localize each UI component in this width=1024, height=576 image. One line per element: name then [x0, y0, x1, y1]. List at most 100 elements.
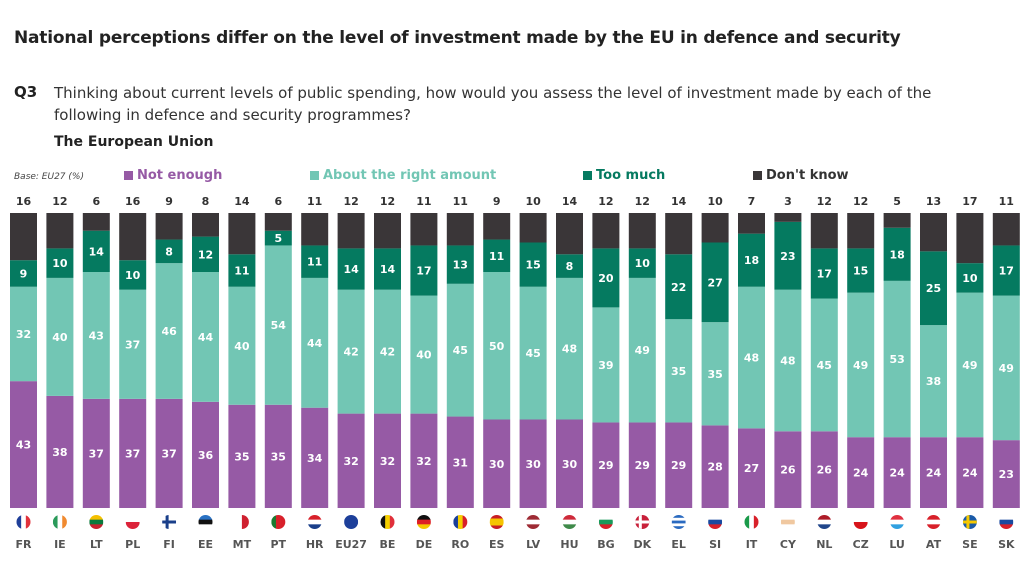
bar-right-amount — [556, 277, 583, 420]
bar-too-much — [847, 248, 875, 293]
category-label: LT — [90, 538, 103, 551]
bar-dont-know — [301, 213, 329, 246]
data-label-right-amount: 38 — [926, 375, 941, 388]
legend-not-enough: Not enough — [124, 168, 222, 183]
bar-not-enough — [701, 425, 729, 508]
data-label-right-amount: 48 — [562, 343, 577, 356]
data-label-dont-know: 12 — [380, 195, 395, 208]
category-label: DE — [416, 538, 433, 551]
data-label-right-amount: 44 — [307, 337, 323, 350]
bar-not-enough — [519, 419, 547, 508]
flag-icon-si — [708, 515, 723, 529]
flag-icon-es — [489, 515, 504, 529]
bar-dont-know — [847, 213, 875, 249]
bar-too-much — [337, 248, 365, 290]
bar-not-enough — [920, 437, 947, 508]
bar-dont-know — [774, 213, 802, 222]
bar-right-amount — [228, 286, 256, 405]
bar-too-much — [738, 233, 765, 287]
bar-right-amount — [337, 289, 365, 414]
data-label-dont-know: 17 — [962, 195, 977, 208]
category-label: ES — [489, 538, 505, 551]
flag-icon-dk — [635, 515, 650, 529]
data-label-dont-know: 9 — [493, 195, 501, 208]
data-label-dont-know: 12 — [635, 195, 650, 208]
data-label-right-amount: 50 — [489, 340, 505, 353]
flag-icon-ie — [52, 515, 67, 529]
data-label-not-enough: 37 — [89, 447, 104, 460]
data-label-dont-know: 14 — [234, 195, 250, 208]
flag-icon-cz — [853, 515, 868, 529]
data-label-too-much: 9 — [20, 267, 28, 280]
data-label-right-amount: 42 — [380, 346, 395, 359]
bar-right-amount — [192, 272, 219, 402]
bar-not-enough — [847, 437, 875, 508]
bar-right-amount — [883, 280, 911, 438]
data-label-right-amount: 45 — [817, 359, 832, 372]
legend-right-amount: About the right amount — [310, 168, 496, 183]
data-label-dont-know: 10 — [525, 195, 541, 208]
legend-too-much: Too much — [583, 168, 665, 183]
data-label-not-enough: 29 — [598, 459, 613, 472]
data-label-too-much: 5 — [274, 232, 282, 245]
flag-icon-cy — [780, 515, 795, 529]
flag-icon-hu — [562, 515, 577, 529]
bar-right-amount — [155, 263, 183, 399]
data-label-not-enough: 26 — [817, 464, 833, 477]
bar-dont-know — [701, 213, 729, 243]
bar-not-enough — [119, 398, 147, 508]
bar-not-enough — [883, 437, 911, 508]
bar-not-enough — [810, 431, 838, 508]
bar-not-enough — [10, 381, 37, 508]
data-label-dont-know: 10 — [707, 195, 723, 208]
data-label-too-much: 8 — [165, 245, 173, 258]
bar-not-enough — [192, 401, 219, 508]
bar-right-amount — [592, 307, 620, 423]
flag-icon-bg — [598, 515, 613, 529]
bar-dont-know — [228, 213, 256, 255]
data-label-not-enough: 30 — [562, 458, 578, 471]
bar-too-much — [155, 239, 183, 264]
base-note: Base: EU27 (%) — [14, 172, 84, 182]
flag-icon-ee — [198, 515, 213, 529]
bar-right-amount — [82, 272, 110, 399]
bar-not-enough — [592, 422, 620, 508]
question-number: Q3 — [14, 83, 38, 101]
bar-right-amount — [483, 272, 511, 420]
data-label-too-much: 17 — [817, 267, 832, 280]
bar-too-much — [301, 245, 329, 278]
data-label-dont-know: 11 — [416, 195, 431, 208]
data-label-right-amount: 53 — [889, 353, 904, 366]
flag-icon-lv — [526, 515, 541, 529]
data-label-right-amount: 49 — [853, 359, 868, 372]
data-label-too-much: 17 — [999, 265, 1014, 278]
data-label-dont-know: 14 — [671, 195, 687, 208]
data-label-too-much: 15 — [853, 265, 868, 278]
bar-not-enough — [410, 413, 438, 508]
data-label-dont-know: 5 — [893, 195, 901, 208]
bar-not-enough — [301, 407, 329, 508]
bar-dont-know — [738, 213, 765, 234]
data-label-not-enough: 32 — [416, 455, 431, 468]
bar-too-much — [920, 251, 947, 326]
flag-icon-lt — [89, 515, 104, 529]
data-label-right-amount: 46 — [161, 325, 177, 338]
legend-swatch — [124, 171, 133, 180]
data-label-too-much: 10 — [962, 272, 978, 285]
data-label-dont-know: 8 — [202, 195, 210, 208]
bar-dont-know — [483, 213, 511, 240]
legend-label: Don't know — [766, 168, 849, 183]
data-label-not-enough: 34 — [307, 452, 323, 465]
bar-too-much — [46, 248, 74, 278]
data-label-right-amount: 40 — [416, 349, 432, 362]
data-label-right-amount: 48 — [744, 352, 759, 365]
flag-icon-eu27 — [344, 515, 359, 529]
bar-right-amount — [920, 325, 947, 438]
data-label-dont-know: 16 — [16, 195, 32, 208]
data-label-not-enough: 36 — [198, 449, 214, 462]
data-label-too-much: 12 — [198, 248, 213, 261]
bar-right-amount — [847, 292, 875, 438]
category-label: AT — [926, 538, 942, 551]
bar-not-enough — [956, 437, 984, 508]
data-label-dont-know: 6 — [92, 195, 100, 208]
